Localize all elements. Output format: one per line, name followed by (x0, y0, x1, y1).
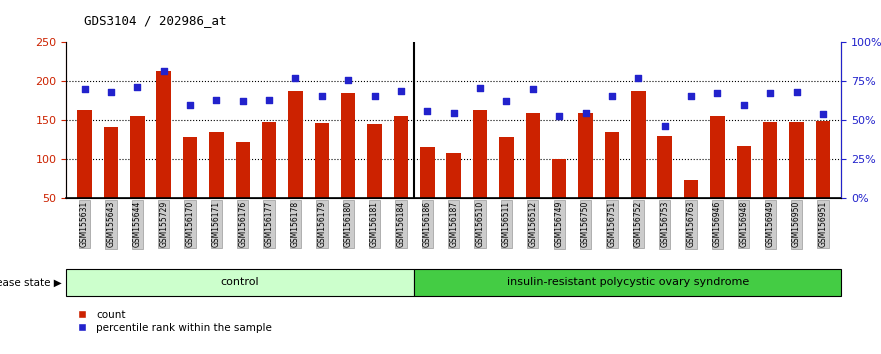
Bar (288, 91, 303, 237)
Point (236, 98, 250, 104)
Bar (157, 71, 171, 237)
Point (710, 90, 724, 96)
Bar (473, 110, 487, 237)
Point (367, 93, 381, 99)
Bar (710, 116, 725, 237)
Bar (130, 116, 144, 237)
Bar (789, 122, 803, 237)
Bar (684, 180, 699, 237)
Bar (578, 113, 593, 237)
Point (526, 86, 540, 92)
Point (447, 110, 461, 116)
Point (789, 89, 803, 95)
Point (315, 93, 329, 99)
Text: GDS3104 / 202986_at: GDS3104 / 202986_at (84, 14, 226, 27)
Point (552, 113, 566, 119)
Bar (737, 146, 751, 237)
Bar (657, 136, 672, 237)
Point (657, 123, 671, 129)
Point (420, 108, 434, 114)
Point (394, 88, 408, 93)
Point (579, 110, 593, 115)
Point (157, 68, 171, 74)
Bar (526, 113, 540, 237)
Bar (816, 121, 830, 237)
Bar (235, 142, 250, 237)
Point (341, 77, 355, 83)
Point (737, 102, 751, 108)
Bar (182, 137, 197, 237)
Point (500, 98, 514, 104)
Bar (66, 269, 414, 296)
Bar (763, 122, 777, 237)
Text: insulin-resistant polycystic ovary syndrome: insulin-resistant polycystic ovary syndr… (507, 277, 749, 287)
Bar (420, 147, 434, 237)
Point (262, 97, 276, 103)
Text: disease state ▶: disease state ▶ (0, 277, 62, 287)
Point (605, 93, 619, 99)
Bar (262, 122, 277, 237)
Point (632, 75, 646, 80)
Point (183, 102, 197, 108)
Bar (78, 110, 92, 237)
Bar (209, 132, 224, 237)
Bar (500, 137, 514, 237)
Bar (631, 91, 646, 237)
Point (130, 84, 144, 90)
Point (816, 111, 830, 117)
Bar (552, 159, 566, 237)
Bar (604, 132, 619, 237)
Bar (414, 269, 841, 296)
Point (78, 86, 92, 92)
Point (104, 90, 118, 95)
Point (473, 86, 487, 91)
Point (763, 90, 777, 96)
Bar (447, 153, 461, 237)
Text: control: control (221, 277, 259, 287)
Bar (394, 116, 408, 237)
Point (684, 93, 698, 99)
Point (210, 97, 224, 103)
Bar (341, 93, 356, 237)
Point (288, 75, 302, 80)
Bar (104, 127, 118, 237)
Bar (367, 124, 381, 237)
Bar (315, 124, 329, 237)
Legend: count, percentile rank within the sample: count, percentile rank within the sample (71, 310, 272, 333)
